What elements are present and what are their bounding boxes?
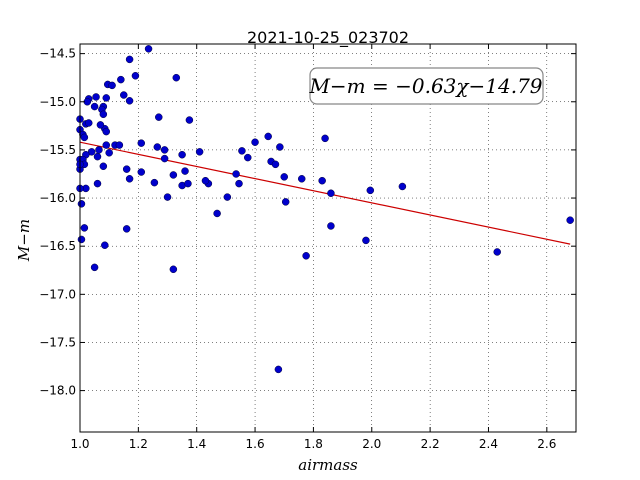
data-point [163, 193, 172, 201]
x-ticks: 1.0 1.2 1.4 1.6 1.8 2.0 2.2 2.4 2.6 [70, 44, 556, 451]
data-point [125, 97, 134, 105]
data-point [280, 173, 288, 181]
data-point [281, 198, 290, 206]
data-point [264, 132, 272, 141]
data-point [327, 222, 335, 230]
y-tick-label: −18.0 [39, 384, 76, 398]
data-point [223, 193, 232, 201]
data-point [120, 91, 128, 99]
data-point [297, 175, 306, 183]
annotation-text: M−m = −0.63χ−14.79 [308, 74, 542, 98]
data-point [213, 209, 221, 218]
data-point [92, 93, 100, 101]
data-point [235, 179, 243, 188]
data-point [366, 186, 375, 195]
x-tick-label: 1.8 [304, 437, 323, 451]
data-point [160, 146, 169, 154]
data-point [327, 189, 335, 197]
data-point [251, 138, 259, 146]
y-tick-label: −14.5 [39, 47, 76, 61]
x-tick-label: 1.0 [70, 437, 89, 451]
y-axis-label: M−m [15, 219, 33, 262]
y-tick-label: −15.5 [39, 143, 76, 157]
data-point [108, 81, 116, 90]
x-axis-label: airmass [298, 456, 358, 474]
data-point [181, 167, 189, 175]
data-point [125, 175, 134, 183]
x-tick-label: 1.6 [246, 437, 265, 451]
data-point [90, 263, 99, 272]
data-point [169, 171, 178, 179]
y-tick-label: −17.0 [39, 287, 76, 301]
x-tick-label: 1.2 [129, 437, 148, 451]
data-point [122, 225, 131, 233]
data-point [169, 265, 178, 274]
data-point [96, 121, 105, 129]
x-tick-label: 2.2 [421, 437, 440, 451]
chart-title: 2021-10-25_023702 [247, 28, 409, 48]
x-tick-label: 2.6 [537, 437, 556, 451]
data-point [184, 179, 192, 188]
x-tick-label: 2.0 [362, 437, 381, 451]
data-point [90, 102, 99, 111]
data-point [566, 216, 574, 224]
data-point [77, 235, 86, 244]
y-tick-label: −15.0 [39, 95, 76, 109]
x-tick-label: 2.4 [479, 437, 498, 451]
data-point [153, 143, 162, 151]
data-point [201, 176, 210, 185]
data-point [131, 72, 140, 80]
data-point [102, 141, 111, 149]
data-point [101, 241, 109, 249]
data-point [93, 152, 102, 161]
data-point [137, 139, 146, 147]
data-point [493, 248, 501, 256]
data-point [85, 119, 93, 127]
annotation-box [309, 67, 544, 105]
data-point [117, 75, 125, 84]
data-point [271, 160, 280, 169]
data-point [102, 94, 111, 102]
data-point [77, 200, 86, 208]
data-point [115, 141, 124, 149]
data-point [122, 165, 131, 173]
data-point [274, 365, 283, 374]
data-point [125, 55, 134, 64]
y-tick-label: −16.0 [39, 191, 76, 205]
data-point [172, 73, 181, 82]
data-point [93, 179, 102, 188]
data-point [232, 170, 240, 178]
data-point [99, 162, 108, 171]
fit-annotation: M−m = −0.63χ−14.79 [308, 67, 544, 105]
data-point [178, 150, 186, 159]
data-point [150, 178, 159, 187]
data-point [105, 149, 113, 157]
data-point [238, 147, 246, 155]
data-point [398, 182, 407, 191]
data-point [137, 168, 146, 176]
plot-frame [79, 43, 577, 433]
data-point [80, 224, 89, 232]
data-point [362, 236, 370, 245]
data-point [155, 113, 163, 121]
data-points [76, 45, 574, 374]
data-point [244, 153, 252, 162]
data-point [160, 154, 169, 163]
data-point [95, 146, 103, 154]
data-point [318, 176, 326, 185]
data-point [302, 252, 310, 260]
data-point [276, 143, 284, 151]
data-point [185, 116, 194, 124]
x-tick-label: 1.4 [187, 437, 206, 451]
data-point [144, 45, 153, 53]
data-point [99, 110, 108, 119]
y-tick-label: −17.5 [39, 335, 76, 349]
y-tick-label: −16.5 [39, 239, 76, 253]
data-point [195, 148, 204, 156]
data-point [102, 127, 111, 136]
y-ticks: −14.5 −15.0 −15.5 −16.0 −16.5 −17.0 −17.5 −18.0 [39, 47, 576, 398]
data-point [80, 133, 89, 142]
data-point [321, 134, 329, 143]
